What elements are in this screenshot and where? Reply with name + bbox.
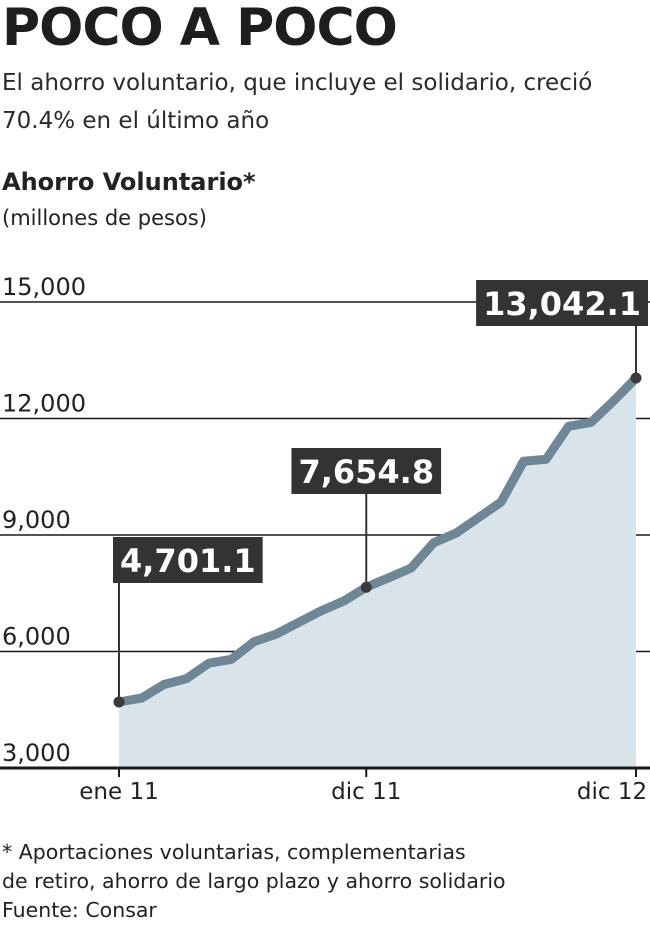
- data-point: [630, 372, 642, 384]
- data-point: [360, 581, 372, 593]
- data-point: [113, 696, 125, 708]
- callout-box: [291, 448, 442, 494]
- series-line: [114, 373, 641, 707]
- y-tick-label: 15,000: [2, 273, 86, 301]
- footnote-line-2: de retiro, ahorro de largo plazo y ahorr…: [2, 869, 506, 893]
- area-chart: 4,701.1 7,654.8 13,042.1 3,000 6,000 9,000 12…: [0, 273, 650, 805]
- y-tick-label: 12,000: [2, 390, 86, 418]
- y-tick-label: 3,000: [2, 739, 71, 767]
- footnote-line-1: * Aportaciones voluntarias, complementar…: [2, 840, 466, 864]
- footnote: * Aportaciones voluntarias, complementar…: [2, 838, 650, 925]
- callout: 13,042.1: [476, 280, 648, 384]
- axis-ticks: 3,000 6,000 9,000 12,000 15,000 ene 11 dic 11 d…: [0, 273, 650, 805]
- callouts: 4,701.1 7,654.8 13,042.1: [113, 280, 648, 708]
- x-tick-label: dic 12: [577, 779, 647, 805]
- area-fill: [119, 378, 636, 768]
- callout: 4,701.1: [113, 537, 263, 708]
- page-subtitle: El ahorro voluntario, que incluye el sol…: [2, 70, 593, 134]
- callout-label: 7,654.8: [298, 453, 434, 491]
- x-tick-label: ene 11: [79, 779, 158, 805]
- x-tick-label: dic 11: [331, 779, 401, 805]
- y-tick-label: 6,000: [2, 623, 71, 651]
- callout-box: [113, 537, 263, 583]
- callout: 7,654.8: [291, 448, 442, 593]
- y-tick-label: 9,000: [2, 506, 71, 534]
- chart-title: Ahorro Voluntario*: [2, 168, 256, 196]
- area-layer: [114, 373, 641, 768]
- callout-box: [476, 280, 648, 326]
- callout-label: 13,042.1: [483, 285, 641, 323]
- page-title: POCO A POCO: [2, 0, 398, 58]
- source-note: Fuente: Consar: [2, 898, 157, 922]
- callout-label: 4,701.1: [120, 542, 256, 580]
- chart-unit-label: (millones de pesos): [2, 206, 207, 230]
